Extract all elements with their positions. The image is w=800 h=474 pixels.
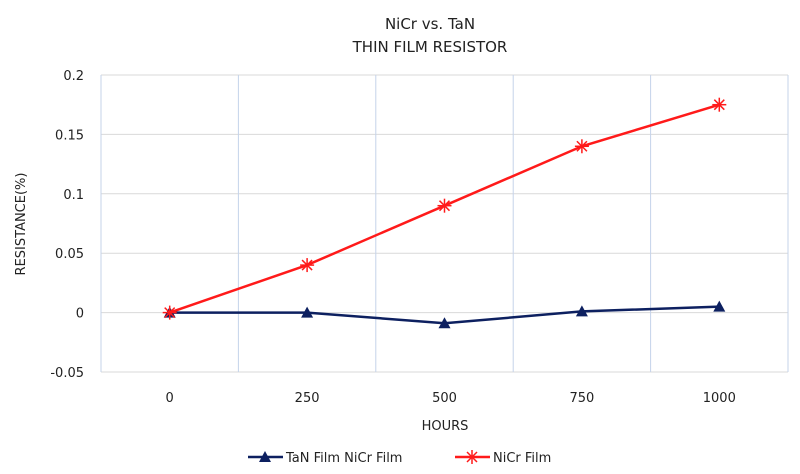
x-axis-label: HOURS [422, 419, 469, 434]
marker-stroke [466, 451, 478, 463]
marker-stroke [301, 259, 313, 271]
y-tick-label: 0.1 [63, 188, 84, 203]
data-point [712, 97, 727, 112]
legend-item: TaN Film NiCr Film [248, 451, 402, 466]
data-point [300, 258, 315, 273]
legend-marker [465, 450, 479, 464]
chart-title: NiCr vs. TaN [385, 15, 475, 33]
legend: TaN Film NiCr Film NiCr Film [248, 450, 551, 466]
x-axis: 0 250 500 750 1000 [166, 391, 736, 406]
x-tick-label: 500 [432, 391, 457, 406]
y-tick-label: 0.2 [63, 69, 84, 84]
x-tick-label: 250 [295, 391, 320, 406]
y-axis-label: RESISTANCE(%) [14, 173, 29, 276]
data-point [437, 198, 452, 213]
marker-stroke [438, 200, 451, 212]
chart-subtitle: THIN FILM RESISTOR [352, 38, 508, 56]
marker-stroke [576, 140, 588, 152]
marker-stroke [713, 99, 725, 111]
legend-label: TaN Film NiCr Film [285, 451, 402, 466]
series-group [162, 97, 727, 329]
y-tick-label: 0.15 [55, 128, 84, 143]
x-tick-label: 1000 [703, 391, 736, 406]
legend-label: NiCr Film [493, 451, 551, 466]
data-point [301, 306, 314, 318]
series-tan [163, 300, 726, 329]
data-point [162, 305, 177, 320]
legend-item: NiCr Film [455, 450, 551, 466]
data-point [574, 139, 589, 154]
y-tick-label: -0.05 [50, 366, 84, 381]
x-tick-label: 0 [166, 391, 174, 406]
y-tick-label: 0.05 [55, 247, 84, 262]
y-axis: 0.2 0.15 0.1 0.05 0 -0.05 [50, 69, 84, 381]
data-point [575, 305, 588, 317]
legend-marker [259, 451, 271, 462]
y-tick-label: 0 [76, 307, 84, 322]
x-tick-label: 750 [569, 391, 594, 406]
series-nicr [162, 97, 727, 320]
data-point [438, 317, 451, 329]
marker-stroke [164, 307, 176, 319]
data-point [713, 300, 726, 312]
